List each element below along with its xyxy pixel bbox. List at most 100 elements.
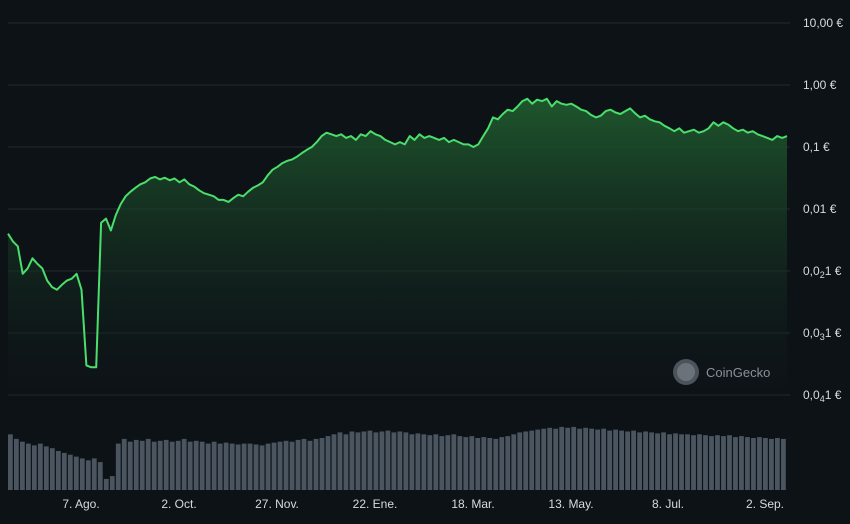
price-line [7, 97, 788, 369]
volume-bar [169, 441, 175, 490]
x-tick-label: 27. Nov. [255, 497, 299, 511]
volume-bar [481, 437, 487, 490]
y-tick-label: 0,01 € [803, 202, 837, 216]
volume-bar [433, 434, 439, 490]
volume-bar [667, 434, 672, 490]
volume-bar [223, 442, 229, 490]
volume-bar [361, 431, 367, 490]
volume-bar [31, 445, 37, 490]
volume-bar [367, 430, 373, 490]
volume-bar [763, 438, 768, 490]
volume-bar [409, 434, 415, 490]
volume-bar [289, 441, 295, 490]
volume-bar [505, 436, 511, 490]
volume-bar [757, 437, 762, 490]
volume-bar [283, 440, 289, 490]
volume-bar [463, 437, 469, 490]
volume-bar [613, 429, 619, 490]
volume-bar [43, 446, 49, 490]
watermark-text: CoinGecko [706, 365, 770, 380]
volume-bar [559, 426, 565, 490]
volume-bar [673, 433, 678, 490]
volume-bar [91, 458, 97, 490]
volume-bar [133, 439, 139, 490]
volume-bar [61, 452, 67, 490]
volume-bar [457, 436, 463, 490]
volume-bar [67, 454, 73, 490]
volume-bar [265, 443, 271, 490]
volume-bar [679, 434, 684, 490]
volume-bar [709, 436, 714, 490]
volume-bar [127, 441, 133, 490]
volume-bar [379, 431, 385, 490]
volume-bar [73, 456, 79, 490]
volume-bar [751, 438, 756, 490]
volume-bar [19, 441, 25, 490]
volume-bar [499, 437, 505, 490]
volume-bar [253, 444, 259, 490]
volume-bar [703, 435, 708, 490]
volume-bar [715, 435, 720, 490]
x-tick-label: 22. Ene. [353, 497, 398, 511]
volume-bar [511, 434, 517, 490]
volume-bar [181, 438, 187, 490]
volume-bar [193, 440, 199, 490]
volume-bar [553, 428, 559, 490]
volume-bar [163, 439, 169, 490]
volume-bar [241, 443, 247, 490]
volume-bar [421, 434, 427, 490]
volume-bar [781, 438, 786, 490]
volume-bar [109, 476, 115, 490]
volume-bar [121, 438, 127, 490]
x-tick-label: 18. Mar. [451, 497, 494, 511]
volume-bar [55, 451, 61, 490]
volume-bar [415, 433, 421, 490]
volume-bar [577, 428, 583, 490]
volume-bar [295, 439, 301, 490]
volume-bar [721, 436, 726, 490]
volume-bar [637, 432, 642, 490]
volume-bar [727, 435, 732, 490]
y-tick-label: 0,1 € [803, 140, 830, 154]
volume-bar [769, 438, 774, 490]
volume-bar [451, 434, 457, 490]
volume-bar [235, 444, 241, 490]
volume-bar [403, 432, 409, 490]
volume-bar [319, 438, 325, 490]
price-area [8, 98, 787, 401]
volume-bar [517, 432, 523, 490]
volume-bar [217, 443, 223, 490]
volume-bar [145, 438, 151, 490]
volume-bar [277, 441, 283, 490]
volume-bar [205, 443, 211, 490]
y-tick-label: 10,00 € [803, 16, 843, 30]
volume-bar [571, 426, 577, 490]
volume-bar [115, 443, 121, 490]
volume-bar [25, 443, 31, 490]
volume-bar [643, 431, 648, 490]
volume-bar [175, 440, 181, 490]
volume-bar [475, 438, 481, 490]
x-tick-label: 13. May. [548, 497, 593, 511]
volume-bar [391, 432, 397, 490]
volume-bar [655, 433, 660, 490]
volume-bar [697, 434, 702, 490]
volume-bar [487, 438, 493, 490]
volume-bar [229, 443, 235, 490]
volume-bar [199, 441, 205, 490]
volume-bar [541, 428, 547, 490]
volume-bar [271, 442, 277, 490]
volume-bar [337, 432, 343, 490]
volume-bar [535, 429, 541, 490]
volume-bar [691, 435, 696, 490]
volume-bar [631, 430, 636, 490]
volume-bar [187, 441, 193, 490]
x-axis-ticks: 7. Ago. 2. Oct. 27. Nov. 22. Ene. 18. Mar. 13… [62, 497, 784, 511]
volume-bar [439, 436, 445, 490]
x-tick-label: 2. Oct. [161, 497, 196, 511]
volume-bar [247, 443, 253, 490]
volume-bar [325, 436, 331, 490]
volume-bar [523, 431, 529, 490]
volume-bar [313, 438, 319, 490]
